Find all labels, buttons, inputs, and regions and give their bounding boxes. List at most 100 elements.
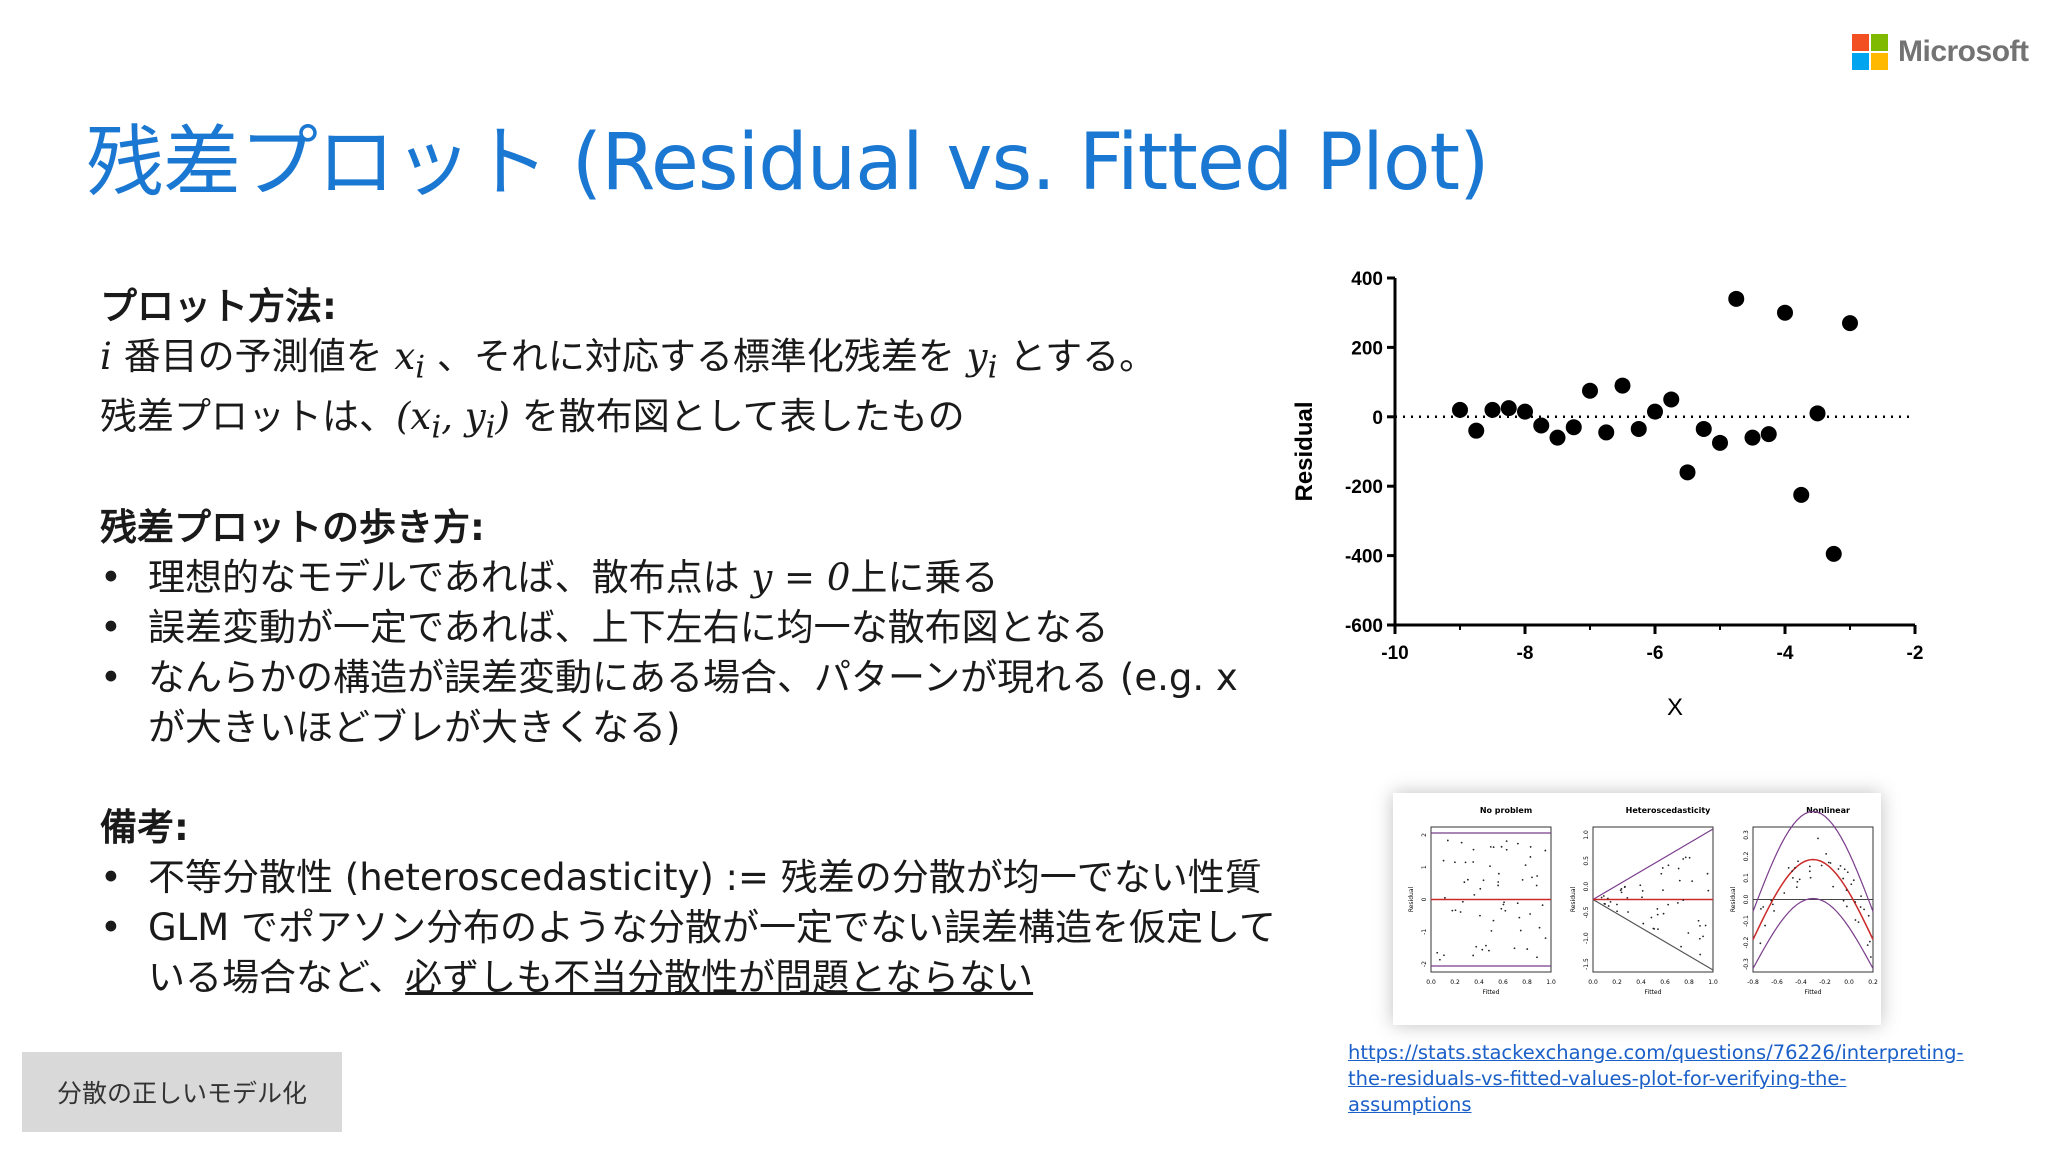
panel-point (1479, 887, 1482, 890)
panel-x-tick: 0.4 (1636, 979, 1646, 986)
panel-point (1832, 885, 1835, 888)
panel-point (1626, 896, 1629, 899)
panel-point (1627, 911, 1629, 913)
panel-point (1791, 870, 1794, 873)
x-tick-label: -2 (1907, 643, 1924, 664)
panel-point (1707, 889, 1710, 892)
data-point (1647, 403, 1663, 420)
upper-band-line (1592, 828, 1714, 901)
panel-point (1661, 867, 1664, 869)
example-plot-panel: No problem 0.0 0.2 0.4 0.6 0.8 1.0 -2 -1 0 1 2 Fitte… (1408, 806, 1556, 996)
panel-point (1602, 895, 1605, 897)
panel-point (1505, 840, 1508, 843)
source-link-anchor[interactable]: https://stats.stackexchange.com/question… (1348, 1041, 1964, 1116)
panel-point (1667, 903, 1670, 906)
panel-point (1519, 929, 1522, 932)
panel-title: Heteroscedasticity (1626, 806, 1712, 815)
y-tick-label: -600 (1345, 616, 1383, 637)
example-plot-panel: Heteroscedasticity 0.0 0.2 0.4 0.6 0.8 1.0 -1.5… (1570, 806, 1718, 996)
panel-point (1650, 916, 1653, 919)
panel-point (1442, 859, 1445, 862)
reading-list: 理想的なモデルであれば、散布点は y = 0上に乗る 誤差変動が一定であれば、上… (100, 553, 1280, 753)
panel-x-tick: 0.8 (1684, 979, 1694, 986)
panel-point (1459, 911, 1462, 913)
panel-point (1438, 958, 1441, 961)
panel-y-tick: -1.0 (1583, 932, 1590, 944)
panel-point (1544, 849, 1547, 852)
panel-point (1472, 861, 1475, 863)
data-point (1630, 420, 1647, 437)
panel-point (1706, 872, 1709, 875)
panel-point (1490, 929, 1493, 932)
list-item: 不等分散性 (heteroscedasticity) := 残差の分散が均一でな… (100, 853, 1280, 903)
panel-x-tick: 0.0 (1588, 979, 1598, 986)
data-point (1565, 419, 1582, 436)
data-point (1468, 422, 1485, 439)
data-point (1728, 290, 1745, 307)
slide-body: プロット方法: i 番目の予測値を xi 、それに対応する標準化残差を yi と… (100, 282, 1280, 1003)
panel-point (1475, 945, 1478, 948)
panel-point (1854, 919, 1857, 921)
panel-point (1488, 949, 1490, 952)
panel-x-tick: -0.4 (1795, 979, 1807, 986)
panel-x-tick: -0.6 (1771, 979, 1783, 986)
panel-point (1472, 848, 1475, 851)
panel-point (1481, 948, 1484, 951)
panel-point (1662, 912, 1665, 915)
panel-point (1518, 916, 1521, 919)
panel-y-tick: -2 (1421, 961, 1428, 967)
panel-point (1479, 914, 1481, 917)
panel-point (1846, 871, 1849, 874)
panel-point (1492, 919, 1495, 922)
list-item: なんらかの構造が誤差変動にある場合、パターンが現れる (e.g. x が大きいほ… (100, 653, 1280, 753)
panel-point (1667, 864, 1670, 867)
data-point (1663, 391, 1680, 408)
source-link[interactable]: https://stats.stackexchange.com/question… (1348, 1040, 1964, 1118)
panel-point (1529, 913, 1531, 915)
panel-point (1866, 944, 1869, 947)
panel-x-tick: 0.0 (1426, 979, 1436, 986)
panel-point (1678, 879, 1681, 882)
plot-method-line-1: i 番目の予測値を xi 、それに対応する標準化残差を yi とする。 (100, 335, 1157, 386)
panel-point (1859, 906, 1862, 908)
chart-axes: 400 200 0 -200 -400 -600 -10 -8 -6 -4 -2 X Residual (1291, 269, 1923, 721)
panel-point (1497, 872, 1500, 875)
panel-point (1526, 948, 1529, 950)
example-plots: No problem 0.0 0.2 0.4 0.6 0.8 1.0 -2 -1 0 1 2 Fitte… (1408, 806, 1878, 996)
panel-point (1466, 878, 1469, 881)
panel-point (1860, 895, 1862, 898)
panel-point (1820, 864, 1823, 867)
panel-point (1616, 910, 1618, 913)
panel-point (1808, 870, 1811, 873)
panel-point (1500, 907, 1503, 910)
fit-curve (1752, 858, 1874, 940)
panel-point (1505, 848, 1508, 851)
logo-square-yellow (1871, 53, 1888, 70)
panel-point (1460, 841, 1463, 844)
panel-point (1600, 896, 1603, 899)
panel-point (1798, 878, 1801, 881)
panel-point (1620, 891, 1623, 894)
data-point (1760, 426, 1777, 443)
data-point (1614, 377, 1631, 394)
y-axis-label: Residual (1291, 401, 1318, 501)
panel-point (1688, 856, 1691, 859)
panel-point (1796, 880, 1799, 883)
panel-point (1704, 924, 1707, 927)
x-tick-label: -4 (1777, 643, 1794, 664)
notes-heading: 備考: (100, 805, 189, 849)
x-axis-label: X (1667, 694, 1683, 721)
panel-point (1652, 927, 1655, 930)
panel-point (1529, 856, 1532, 858)
panel-point (1641, 890, 1644, 892)
panel-point (1809, 876, 1812, 879)
example-plots-thumbnail: No problem 0.0 0.2 0.4 0.6 0.8 1.0 -2 -1 0 1 2 Fitte… (1393, 793, 1881, 1025)
panel-point (1850, 883, 1853, 886)
logo-square-blue (1852, 53, 1869, 70)
microsoft-logo: Microsoft (1852, 34, 2029, 70)
panel-point (1503, 901, 1505, 904)
panel-point (1454, 861, 1456, 864)
panel-point (1497, 881, 1500, 883)
panel-point (1783, 892, 1786, 894)
panel-y-tick: 0.0 (1583, 882, 1590, 892)
